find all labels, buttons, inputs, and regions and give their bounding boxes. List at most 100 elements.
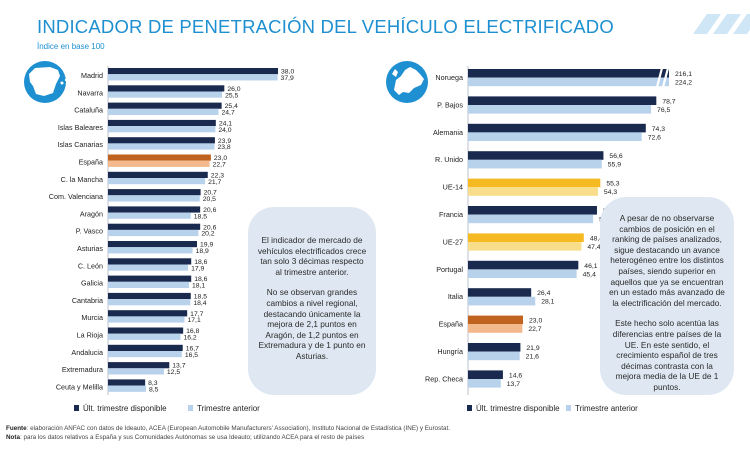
bar-current (108, 206, 201, 213)
value-label-previous: 17,1 (188, 317, 201, 324)
category-label: Noruega (435, 73, 463, 82)
category-label: P. Bajos (437, 100, 463, 109)
value-label-current: 20,6 (203, 207, 216, 214)
category-label: UE-14 (443, 183, 463, 192)
spain-map-icon (24, 61, 68, 103)
chart-canvas: Madrid 38,037,9 Navarra 26,025,5 Cataluña 25,… (24, 61, 692, 413)
bar-previous (468, 132, 642, 141)
category-label: Cantabria (72, 296, 103, 305)
bar-current (108, 310, 188, 317)
category-label: Portugal (436, 265, 463, 274)
bar-current (468, 151, 604, 160)
value-label-current: 38,0 (281, 69, 294, 76)
bar-previous (468, 296, 536, 306)
bar-previous (468, 324, 523, 333)
value-label-current: 46,1 (584, 263, 597, 270)
bar-previous (108, 126, 216, 133)
category-label: Com. Valenciana (49, 192, 103, 201)
value-label-previous: 24,0 (218, 127, 231, 134)
value-label-current: 17,7 (190, 311, 203, 318)
value-label-previous: 47,4 (587, 244, 600, 251)
bar-previous (108, 333, 181, 340)
value-label-current: 23,9 (218, 138, 231, 145)
bar-current (108, 362, 170, 369)
bar-current (108, 85, 225, 92)
bar-current (468, 288, 532, 297)
value-label-current: 16,8 (186, 328, 199, 335)
europe-map-icon (386, 61, 428, 103)
bar-current (468, 343, 521, 352)
category-label: Italia (448, 292, 463, 301)
category-label: España (79, 158, 103, 167)
value-label-current: 19,9 (200, 242, 213, 249)
bar-current (468, 315, 524, 325)
footer-notes: Fuente: elaboración ANFAC con datos de I… (6, 425, 450, 442)
bar-current (108, 292, 191, 300)
value-label-current: 13,7 (172, 363, 185, 370)
note-text: : para los datos relativos a España y su… (20, 433, 365, 441)
bar-previous (108, 195, 200, 202)
left-commentary-paragraph: El indicador de mercado de vehículos ele… (257, 235, 367, 277)
value-label-previous: 22,7 (213, 162, 226, 169)
category-label: C. León (78, 261, 103, 270)
page-subtitle: Índice en base 100 (37, 42, 105, 51)
methodology-note: Nota: para los datos relativos a España … (6, 434, 450, 443)
bar-current (468, 123, 646, 133)
bar-previous (468, 187, 598, 196)
right-commentary-paragraph: A pesar de no observarse cambios de posi… (609, 213, 725, 308)
value-label-previous: 12,5 (167, 369, 180, 376)
bar-current (468, 233, 584, 242)
bar-previous (108, 368, 164, 375)
page-title: INDICADOR DE PENETRACIÓN DEL VEHÍCULO EL… (37, 16, 614, 37)
value-label-current: 26,0 (227, 86, 240, 93)
category-label: Alemania (433, 128, 463, 137)
bar-current (468, 206, 597, 215)
legend-swatch-previous (566, 405, 571, 411)
source-text: : elaboración ANFAC con datos de Ideauto… (26, 425, 450, 432)
axis-break-mark (655, 67, 664, 88)
value-label-previous: 18,1 (192, 283, 205, 290)
bar-current (108, 275, 192, 282)
value-label-previous: 37,9 (281, 75, 294, 82)
value-label-current: 18,6 (194, 259, 207, 266)
bar-current (108, 189, 201, 196)
value-label-previous: 224,2 (675, 80, 692, 87)
legend-label-current: Últ. trimestre disponible (83, 404, 167, 413)
value-label-current: 78,7 (662, 98, 675, 105)
category-label: Islas Canarias (57, 140, 103, 149)
bar-previous (108, 281, 189, 288)
source-label: Fuente (6, 425, 27, 432)
value-label-previous: 72,6 (648, 134, 661, 141)
bar-previous (108, 385, 147, 392)
value-label-previous: 55,9 (608, 162, 621, 169)
value-label-current: 74,3 (652, 126, 665, 133)
category-label: Francia (439, 210, 463, 219)
value-label-current: 20,7 (204, 190, 217, 197)
bar-current (468, 69, 669, 78)
legend-swatch-current (74, 405, 79, 411)
bar-previous (468, 159, 602, 169)
category-label: Aragón (80, 209, 103, 218)
bar-current (108, 102, 222, 109)
value-label-previous: 23,8 (217, 144, 230, 151)
category-label: Islas Baleares (58, 123, 104, 132)
value-label-current: 18,5 (194, 294, 207, 301)
value-label-current: 22,3 (211, 172, 224, 179)
bar-previous (468, 105, 652, 114)
bar-current (108, 119, 216, 127)
category-label: Rep. Checa (425, 374, 463, 383)
bar-previous (108, 247, 193, 254)
category-label: Andalucia (71, 348, 103, 357)
category-label: Ceuta y Melilla (56, 382, 103, 391)
value-label-previous: 13,7 (507, 381, 520, 388)
value-label-previous: 28,1 (541, 299, 554, 306)
value-label-current: 48,4 (590, 235, 603, 242)
bar-previous (468, 269, 577, 278)
category-label: Cataluña (74, 106, 103, 115)
category-label: Madrid (81, 71, 103, 80)
value-label-current: 23,0 (529, 318, 542, 325)
category-label: Hungría (437, 347, 463, 356)
bar-previous (108, 160, 210, 167)
bar-current (108, 154, 211, 161)
bar-current (108, 137, 215, 144)
